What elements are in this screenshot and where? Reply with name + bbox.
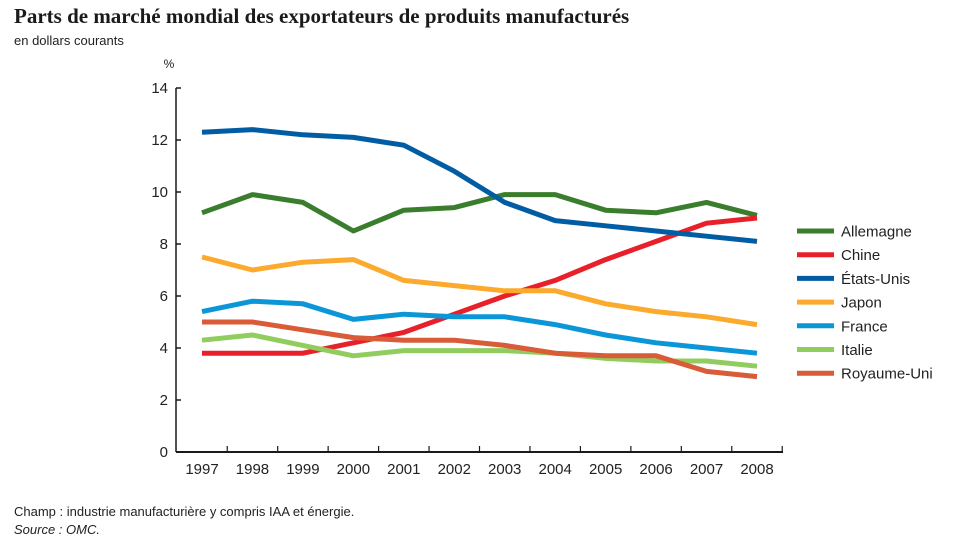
series-line-japon bbox=[201, 254, 758, 328]
x-tick-label: 2002 bbox=[438, 461, 471, 478]
legend-label-france: France bbox=[841, 318, 888, 335]
x-tick-label: 2007 bbox=[690, 461, 723, 478]
scope-note: Champ : industrie manufacturière y compr… bbox=[14, 504, 355, 519]
y-tick-label: 12 bbox=[151, 132, 168, 149]
x-tick-label: 2005 bbox=[589, 461, 622, 478]
x-tick-label: 2003 bbox=[488, 461, 521, 478]
series-line-etats-unis bbox=[201, 127, 758, 244]
y-unit-label: % bbox=[164, 57, 175, 71]
x-tick-label: 2006 bbox=[639, 461, 672, 478]
y-tick-label: 0 bbox=[160, 444, 168, 461]
legend-label-japon: Japon bbox=[841, 295, 882, 312]
x-tick-label: 1999 bbox=[286, 461, 319, 478]
axes: % 0 2 4 6 8 10 12 14 1997 1998 1999 2000 2001 2002 2003… bbox=[151, 57, 783, 478]
x-tick-label: 2008 bbox=[740, 461, 773, 478]
x-tick-label: 1998 bbox=[236, 461, 269, 478]
x-tick-label: 2004 bbox=[538, 461, 571, 478]
source-note: Source : OMC. bbox=[14, 522, 100, 537]
legend: Allemagne Chine États-Unis Japon France Itali… bbox=[797, 224, 933, 383]
legend-label-allemagne: Allemagne bbox=[841, 224, 912, 241]
x-tick-label: 2001 bbox=[387, 461, 420, 478]
y-tick-label: 6 bbox=[160, 288, 168, 305]
legend-label-italie: Italie bbox=[841, 342, 873, 359]
series-line-royaume-uni bbox=[202, 319, 758, 380]
series-line-chine bbox=[202, 215, 758, 356]
legend-label-royaume-uni: Royaume-Uni bbox=[841, 366, 933, 383]
series-lines bbox=[201, 127, 758, 380]
x-tick-label: 1997 bbox=[185, 461, 218, 478]
y-tick-label: 8 bbox=[160, 236, 168, 253]
x-tick-label: 2000 bbox=[337, 461, 370, 478]
chart-subtitle: en dollars courants bbox=[14, 33, 124, 48]
legend-label-etats-unis: États-Unis bbox=[841, 271, 910, 288]
y-tick-label: 10 bbox=[151, 184, 168, 201]
chart-title: Parts de marché mondial des exportateurs… bbox=[14, 4, 630, 28]
series-line-allemagne bbox=[201, 192, 758, 234]
y-tick-label: 4 bbox=[160, 340, 168, 357]
y-tick-label: 2 bbox=[160, 392, 168, 409]
series-line-france bbox=[201, 298, 758, 356]
legend-label-chine: Chine bbox=[841, 247, 880, 264]
y-tick-label: 14 bbox=[151, 80, 168, 97]
